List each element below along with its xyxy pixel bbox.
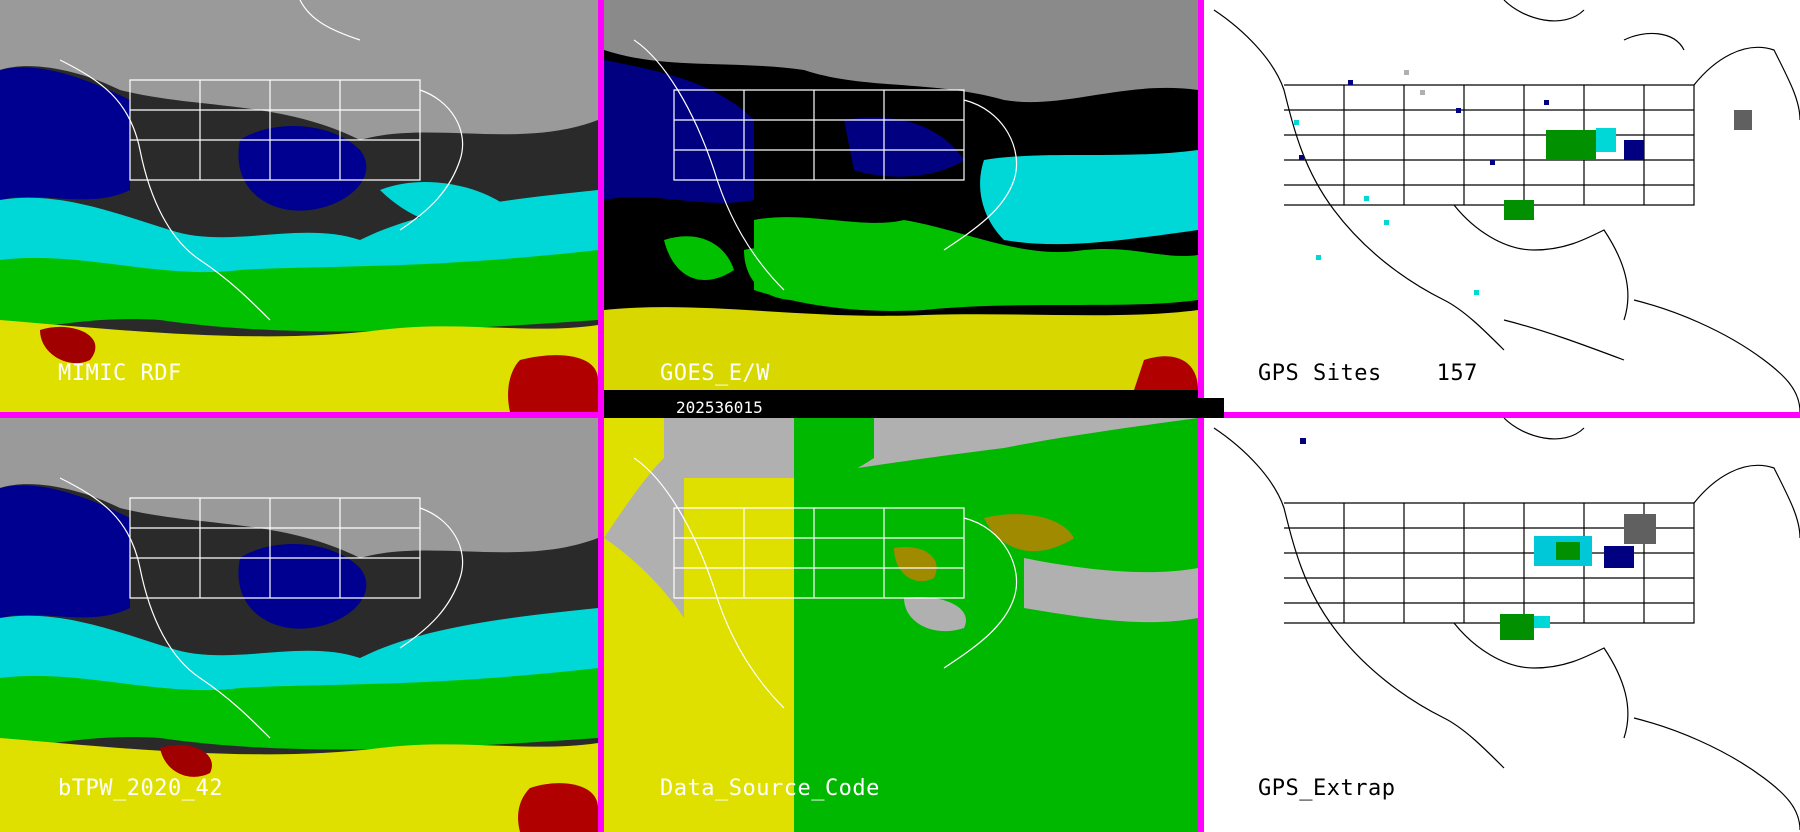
panel-label: Data_Source_Code: [660, 776, 880, 801]
panel-label: GPS_Extrap: [1258, 776, 1396, 801]
panel-label: bTPW_2020_42: [58, 776, 223, 801]
horizontal-divider: [1204, 412, 1800, 418]
gps-extrap-map: [1204, 418, 1800, 832]
gps-extrap-panel: GPS_Extrap: [1204, 418, 1800, 832]
timestamp-label: 202536015: [664, 398, 1224, 418]
vertical-divider: [598, 0, 604, 832]
gps-sites-map: [1204, 0, 1800, 412]
btpw-panel: bTPW_2020_42: [0, 418, 598, 832]
mimic-rdf-map: [0, 0, 598, 412]
panel-label: GOES_E/W: [660, 361, 770, 386]
horizontal-divider: [0, 412, 598, 418]
data-source-map: [604, 418, 1198, 832]
btpw-map: [0, 418, 598, 832]
goes-map: [604, 0, 1198, 412]
mimic-rdf-panel: MIMIC RDF: [0, 0, 598, 412]
goes-panel: GOES_E/W: [604, 0, 1198, 412]
panel-label: GPS Sites 157: [1258, 361, 1478, 386]
gps-sites-panel: GPS Sites 157: [1204, 0, 1800, 412]
panel-label: MIMIC RDF: [58, 361, 182, 386]
data-source-panel: Data_Source_Code: [604, 418, 1198, 832]
